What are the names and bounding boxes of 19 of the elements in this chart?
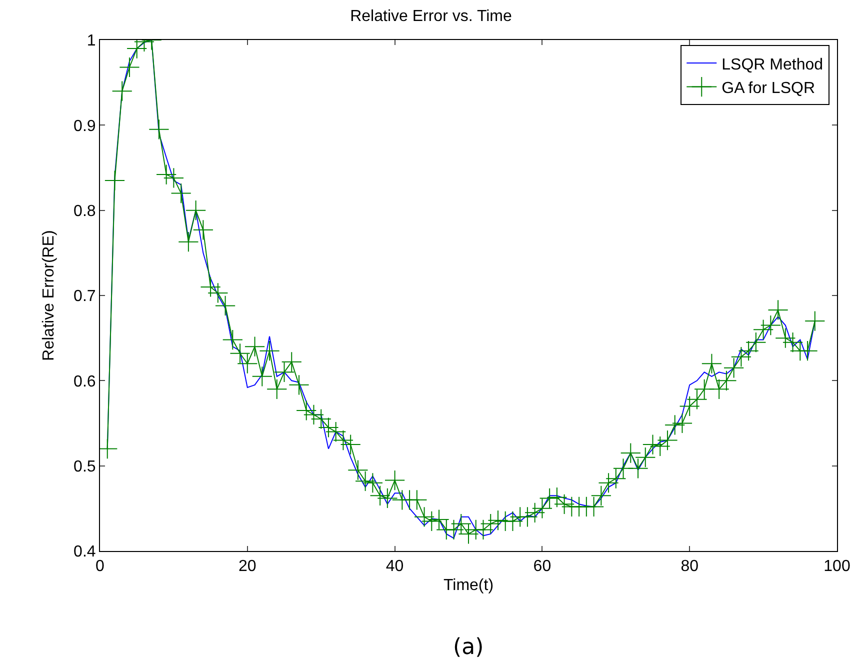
chart-title: Relative Error vs. Time (350, 8, 512, 26)
y-tick-label: 0.7 (74, 288, 96, 306)
x-tick-label: 80 (680, 558, 699, 576)
y-tick-label: 0.9 (74, 118, 96, 135)
y-tick-label: 1 (86, 32, 96, 50)
x-tick-label: 0 (96, 558, 105, 576)
legend-label: GA for LSQR (722, 80, 816, 98)
y-tick-label: 0.6 (74, 373, 96, 390)
x-tick-label: 20 (238, 558, 256, 576)
x-tick-label: 40 (386, 558, 404, 576)
y-tick-label: 0.5 (74, 458, 96, 476)
x-tick-label: 100 (824, 558, 850, 576)
y-tick-label: 0.8 (74, 202, 96, 220)
x-tick-label: 60 (533, 558, 552, 576)
legend-label: LSQR Method (722, 56, 824, 74)
y-axis-title: Relative Error(RE) (40, 230, 58, 361)
text: (a) (453, 635, 484, 660)
x-axis-title: Time(t) (443, 576, 494, 594)
y-tick-label: 0.4 (74, 544, 96, 561)
